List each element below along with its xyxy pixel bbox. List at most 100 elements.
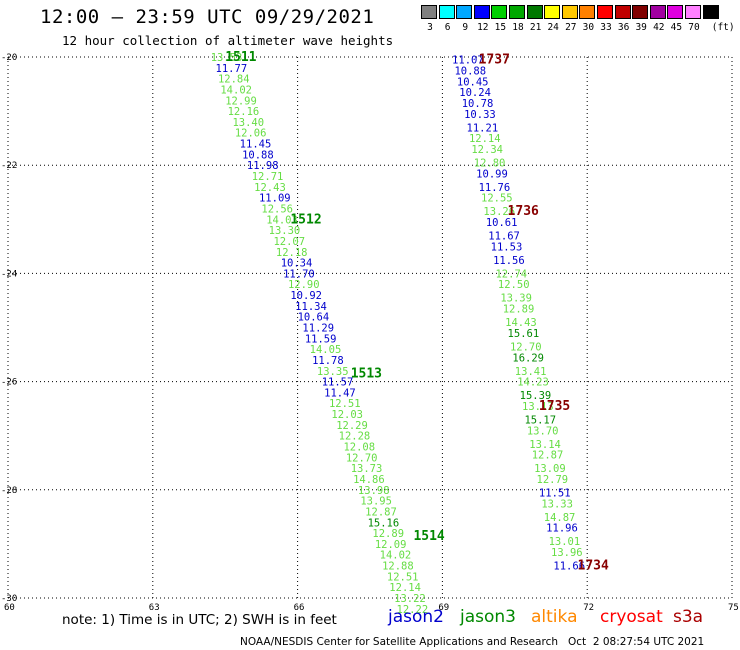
wave-height-label: 12.14 [469,133,501,145]
page-subtitle: 12 hour collection of altimeter wave hei… [62,33,394,48]
wave-height-label: 10.88 [454,66,486,78]
wave-height-label: 13.98 [358,485,390,497]
wave-height-label: 12.55 [481,193,513,205]
pass-number-label: 1736 [508,204,539,219]
wave-height-label: 12.43 [254,182,286,194]
wave-height-label: 13.41 [515,366,547,378]
y-tick-label: -26 [1,378,17,388]
legend-bin-label: 12 [477,22,489,33]
legend-swatch [649,5,666,19]
x-tick-label: 69 [438,603,449,613]
wave-height-label: 12.71 [252,171,284,183]
wave-height-label: 14.86 [353,474,385,486]
legend-bin-label: 9 [462,22,469,33]
wave-height-label: 14.02 [220,84,252,96]
x-tick-label: 75 [728,603,739,613]
wave-height-label: 11.98 [247,160,279,172]
wave-height-label: 12.90 [288,279,320,291]
wave-height-label: 11.53 [491,241,523,253]
units-note: note: 1) Time is in UTC; 2) SWH is in fe… [62,612,337,628]
wave-height-label: 12.88 [382,561,414,573]
legend-swatch [614,5,631,19]
legend-bin-label: 27 [565,22,577,33]
wave-height-label: 10.78 [462,98,494,110]
wave-height-label: 11.96 [546,523,578,535]
wave-height-label: 12.14 [389,582,421,594]
wave-height-label: 11.59 [305,333,337,345]
x-tick-label: 63 [149,603,160,613]
wave-height-label: 14.43 [505,317,537,329]
legend-bin-label: 45 [670,22,683,33]
wave-height-label: 13.53 [211,52,243,64]
wave-height-label: 14.05 [310,344,342,356]
satellite-altika: altika [531,607,578,627]
legend-swatch [491,5,508,19]
wave-height-label: 12.34 [471,144,503,156]
legend-swatch [438,5,455,19]
pass-number-label: 1514 [413,529,444,544]
wave-height-label: 13.13 [522,401,554,413]
wave-height-label: 12.99 [225,95,257,107]
wave-height-label: 13.73 [351,463,383,475]
wave-height-label: 12.70 [510,341,542,353]
wave-height-label: 16.29 [512,352,544,364]
legend-swatch [632,5,649,19]
wave-height-label: 10.64 [298,312,330,324]
wave-height-label: 15.16 [368,517,400,529]
wave-height-label: 10.33 [464,109,496,121]
satellite-s3a: s3a [673,607,704,627]
wave-height-label: 12.51 [329,398,361,410]
wave-height-label: 13.01 [549,536,581,548]
wave-height-label: 12.89 [372,528,404,540]
y-tick-label: -30 [1,594,17,604]
legend-swatch [597,5,613,19]
wave-height-label: 13.09 [534,463,566,475]
legend-swatch [667,5,684,19]
wave-height-label: 13.95 [360,496,392,508]
wave-height-label: 11.51 [539,488,571,500]
wave-height-label: 10.88 [242,149,274,161]
x-tick-label: 60 [4,603,15,613]
legend-bin-label: 42 [653,22,665,33]
wave-height-label: 11.78 [312,355,344,367]
wave-height-label: 14.03 [266,214,298,226]
wave-height-label: 12.87 [532,450,564,462]
wave-height-label: 11.34 [295,301,327,313]
wave-height-label: 12.74 [495,268,527,280]
wave-height-label: 10.45 [457,76,489,88]
legend-bin-label: 30 [582,22,595,33]
page-title: 12:00 — 23:59 UTC 09/29/2021 [40,6,375,28]
satellite-jason3: jason3 [460,607,516,627]
wave-height-label: 12.56 [261,203,293,215]
wave-height-label: 12.70 [346,452,378,464]
wave-height-label: 12.09 [375,539,407,551]
wave-height-label: 10.34 [281,258,313,270]
legend-swatch [702,5,719,19]
wave-height-label: 12.03 [331,409,363,421]
pass-number-label: 1513 [351,366,382,381]
wave-height-label: 12.87 [365,506,397,518]
wave-height-label: 10.92 [290,290,322,302]
legend-swatch [579,5,596,19]
legend-swatch [544,5,561,19]
wave-height-label: 10.99 [476,168,508,180]
pass-number-label: 1735 [539,399,570,414]
wave-height-label: 11.57 [322,377,354,389]
wave-height-label: 12.06 [235,128,267,140]
wave-height-label: 13.96 [551,547,583,559]
legend-bin-label: 21 [529,22,542,33]
wave-height-label: 12.22 [397,604,429,616]
wave-height-label: 12.50 [498,279,530,291]
wave-height-label: 15.61 [508,328,540,340]
legend-bin-label: 33 [600,22,612,33]
pass-number-label: 1511 [225,50,256,65]
y-tick-label: -22 [1,161,17,171]
wave-height-label: 12.89 [503,304,535,316]
wave-height-label: 15.39 [520,390,552,402]
wave-height-label: 12.07 [273,236,305,248]
wave-height-label: 12.16 [228,106,260,118]
wave-height-label: 12.80 [474,157,506,169]
wave-height-label: 14.02 [380,550,412,562]
legend-bin-label: 6 [444,22,451,33]
